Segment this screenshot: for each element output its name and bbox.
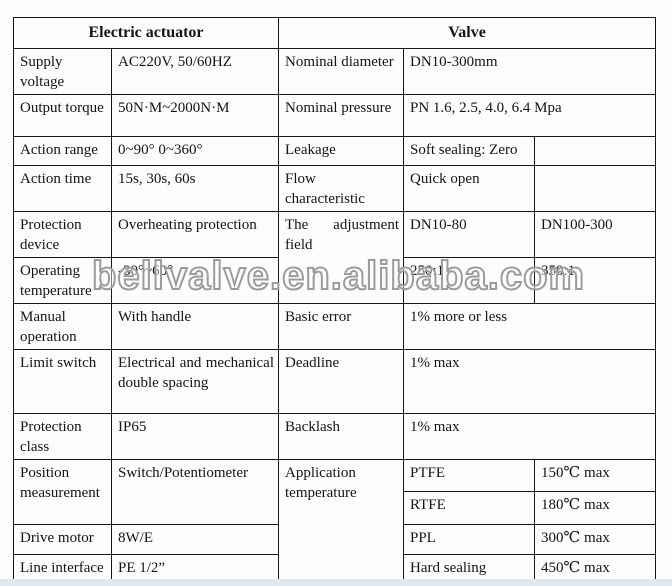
adjustment-field-label: The adjustment field (278, 211, 404, 304)
row-limit-switch: Limit switch Electrical and mechanical d… (13, 349, 657, 414)
basic-error-value: 1% more or less (402, 303, 657, 350)
supply-voltage-value: AC220V, 50/60HZ (111, 48, 279, 95)
action-time-value: 15s, 30s, 60s (111, 165, 279, 212)
basic-error-label: Basic error (278, 303, 404, 350)
application-temperature-material-rtfe: RTFE (403, 491, 535, 525)
row-action-time: Action time 15s, 30s, 60s Flow character… (13, 165, 657, 212)
application-temperature-temp-rtfe: 180℃ max (533, 491, 657, 525)
row-protection-device: Protection device Overheating protection… (13, 211, 657, 304)
protection-device-value: Overheating protection (111, 211, 279, 258)
leakage-extra-cell (533, 136, 657, 166)
operating-temperature-value: -30°~60° (111, 257, 279, 304)
header-electric-actuator: Electric actuator (13, 17, 279, 49)
adjustment-field-ratio-small: 250:1 (403, 257, 535, 304)
drive-motor-value: 8W/E (111, 524, 279, 555)
position-measurement-value: Switch/Potentiometer (111, 459, 279, 525)
output-torque-label: Output torque (13, 94, 112, 137)
nominal-diameter-label: Nominal diameter (278, 48, 404, 95)
nominal-pressure-label: Nominal pressure (278, 94, 404, 137)
action-range-label: Action range (13, 136, 112, 166)
deadline-label: Deadline (278, 349, 404, 414)
row-protection-class: Protection class IP65 Backlash 1% max (13, 413, 657, 460)
row-action-range: Action range 0~90° 0~360° Leakage Soft s… (13, 136, 657, 166)
header-valve: Valve (277, 17, 657, 49)
protection-class-value: IP65 (111, 413, 279, 460)
application-temperature-material-ptfe: PTFE (403, 459, 535, 492)
application-temperature-label: Application temperature (278, 459, 404, 586)
backlash-label: Backlash (278, 413, 404, 460)
spec-table: Electric actuator Valve Supply voltage A… (13, 17, 657, 586)
position-measurement-label: Position measurement (13, 459, 112, 525)
flow-characteristic-label: Flow characteristic (278, 165, 404, 212)
table-header-row: Electric actuator Valve (13, 17, 657, 49)
row-supply-voltage: Supply voltage AC220V, 50/60HZ Nominal d… (13, 48, 657, 95)
leakage-label: Leakage (278, 136, 404, 166)
row-manual-operation: Manual operation With handle Basic error… (13, 303, 657, 350)
protection-device-label: Protection device (13, 211, 112, 258)
bottom-edge-strip (0, 579, 672, 586)
row-operating-temperature: Operating temperature -30°~60° 250:1 350… (13, 257, 657, 304)
manual-operation-value: With handle (111, 303, 279, 350)
manual-operation-label: Manual operation (13, 303, 112, 350)
action-range-value: 0~90° 0~360° (111, 136, 279, 166)
drive-motor-label: Drive motor (13, 524, 112, 555)
nominal-pressure-value: PN 1.6, 2.5, 4.0, 6.4 Mpa (402, 94, 657, 137)
output-torque-value: 50N·M~2000N·M (111, 94, 279, 137)
action-time-label: Action time (13, 165, 112, 212)
application-temperature-temp-ptfe: 150℃ max (533, 459, 657, 492)
supply-voltage-label: Supply voltage (13, 48, 112, 95)
row-rtfe: RTFE 180℃ max (14, 491, 657, 525)
limit-switch-value: Electrical and mechanical double spacing (111, 349, 279, 414)
row-position-measurement: Position measurement Switch/Potentiomete… (13, 459, 657, 586)
operating-temperature-label: Operating temperature (13, 257, 112, 304)
deadline-value: 1% max (402, 349, 657, 414)
flow-characteristic-value: Quick open (403, 165, 535, 212)
backlash-value: 1% max (402, 413, 657, 460)
leakage-value: Soft sealing: Zero (403, 136, 535, 166)
adjustment-field-ratio-large: 350:1 (533, 257, 657, 304)
limit-switch-label: Limit switch (13, 349, 112, 414)
application-temperature-temp-ppl: 300℃ max (533, 524, 657, 555)
row-output-torque: Output torque 50N·M~2000N·M Nominal pres… (13, 94, 657, 137)
application-temperature-material-ppl: PPL (403, 524, 535, 555)
adjustment-field-range-large: DN100-300 (533, 211, 657, 258)
nominal-diameter-value: DN10-300mm (402, 48, 657, 95)
flow-characteristic-extra-cell (533, 165, 657, 212)
adjustment-field-range-small: DN10-80 (403, 211, 535, 258)
protection-class-label: Protection class (13, 413, 112, 460)
